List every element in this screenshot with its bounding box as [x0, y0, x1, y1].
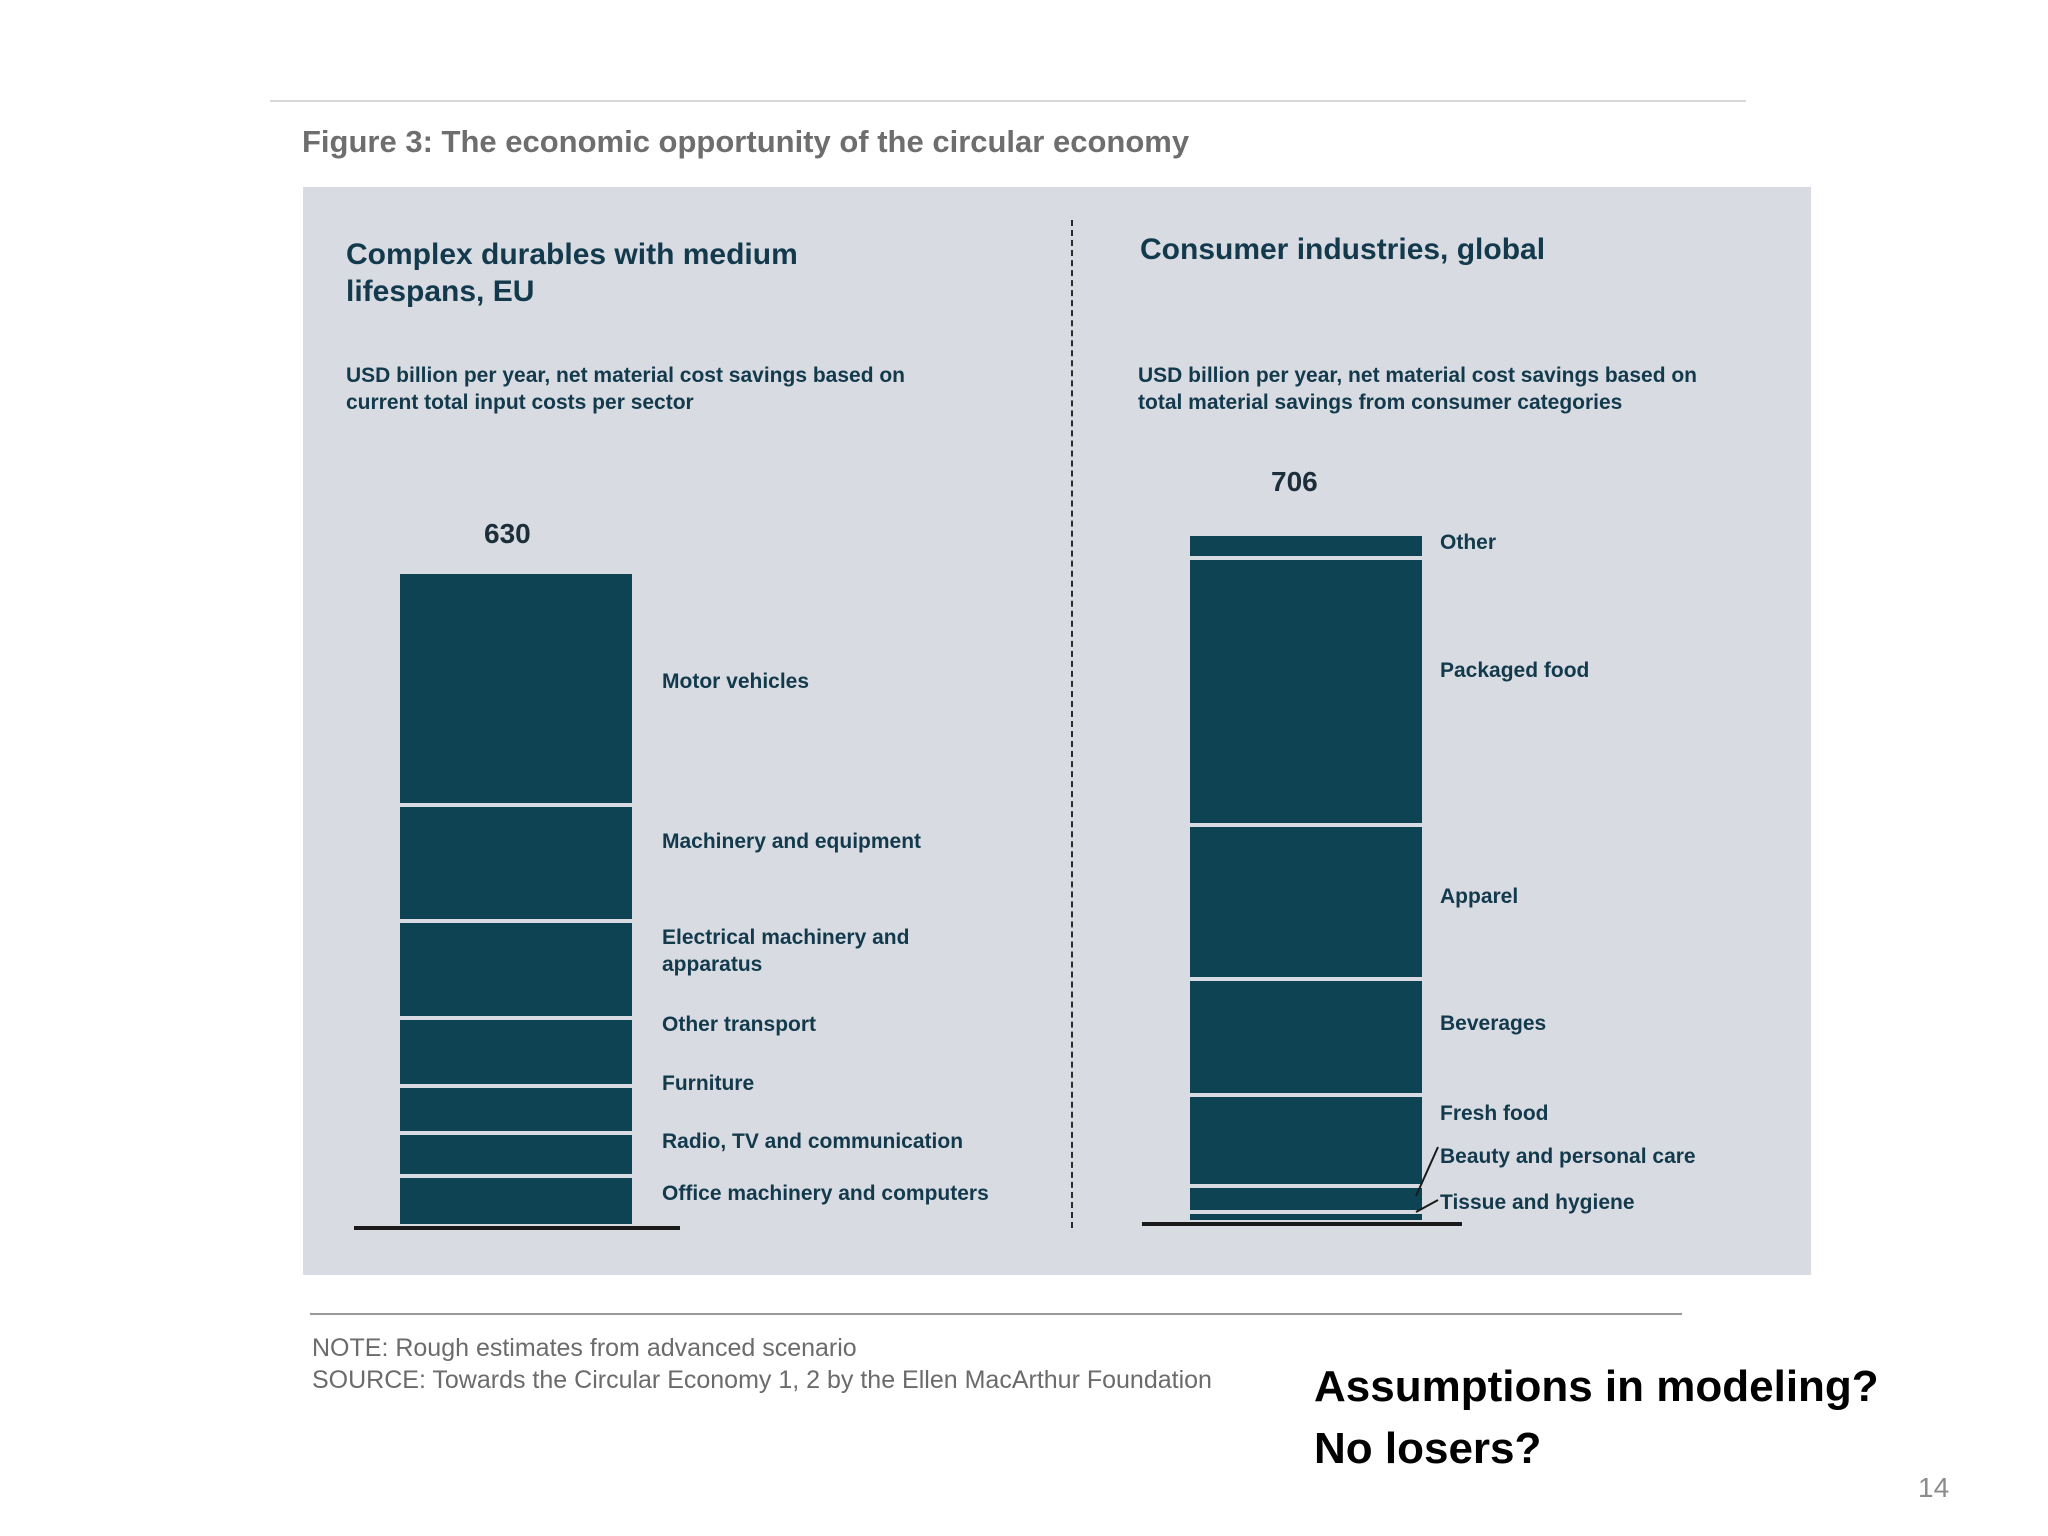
- question-block: Assumptions in modeling? No losers?: [1314, 1356, 1879, 1480]
- right-segment-label: Fresh food: [1440, 1102, 1549, 1125]
- left-segment-label: Other transport: [662, 1013, 817, 1036]
- left-bar-segment: [400, 574, 632, 804]
- left-bar-segment: [400, 1019, 632, 1085]
- left-chart-subtitle-line2: current total input costs per sector: [346, 391, 694, 414]
- figure-title: Figure 3: The economic opportunity of th…: [302, 124, 1190, 159]
- right-segment-label: Apparel: [1440, 885, 1519, 908]
- source-text: SOURCE: Towards the Circular Economy 1, …: [312, 1366, 1212, 1394]
- right-segment-label: Beverages: [1440, 1012, 1547, 1035]
- right-segment-label: Beauty and personal care: [1440, 1145, 1696, 1168]
- right-chart-title-line1: Consumer industries, global: [1140, 233, 1546, 266]
- top-rule: [270, 100, 1746, 102]
- right-bar-segment: [1190, 981, 1422, 1094]
- left-chart-title-line1: Complex durables with medium: [346, 238, 798, 271]
- left-bar-segment: [400, 1177, 632, 1224]
- page-number: 14: [1918, 1472, 1950, 1503]
- left-segment-label: Machinery and equipment: [662, 830, 922, 853]
- right-chart-subtitle-line2: total material savings from consumer cat…: [1138, 391, 1623, 414]
- left-segment-label: Motor vehicles: [662, 670, 810, 693]
- note-text: NOTE: Rough estimates from advanced scen…: [312, 1334, 857, 1362]
- left-segment-label: Office machinery and computers: [662, 1182, 989, 1205]
- left-chart-subtitle-line1: USD billion per year, net material cost …: [346, 364, 906, 387]
- left-bar-segment: [400, 923, 632, 1016]
- right-segment-label: Packaged food: [1440, 659, 1590, 682]
- right-chart-baseline: [1142, 1222, 1462, 1226]
- left-segment-label: Radio, TV and communication: [662, 1130, 964, 1153]
- bottom-rule: [310, 1313, 1682, 1315]
- left-bar-segment: [400, 807, 632, 920]
- left-chart-total-label: 630: [484, 518, 531, 549]
- left-chart-baseline: [354, 1226, 680, 1230]
- question-line-1: Assumptions in modeling?: [1314, 1362, 1879, 1411]
- right-segment-label: Other: [1440, 531, 1497, 554]
- left-segment-label: Electrical machinery and apparatus: [662, 926, 910, 976]
- right-chart-subtitle-line1: USD billion per year, net material cost …: [1138, 364, 1698, 387]
- left-bar-segment: [400, 1135, 632, 1174]
- right-bar-segment: [1190, 1097, 1422, 1184]
- left-segment-label: Furniture: [662, 1072, 755, 1095]
- left-chart-title-line2: lifespans, EU: [346, 275, 535, 308]
- panel-divider: [1071, 220, 1073, 1228]
- left-bar-segment: [400, 1088, 632, 1132]
- right-bar-segment: [1190, 827, 1422, 978]
- right-bar-segment: [1190, 536, 1422, 557]
- right-chart-title: Consumer industries, global: [1140, 231, 1545, 268]
- right-bar-segment: [1190, 1187, 1422, 1210]
- left-chart-subtitle: USD billion per year, net material cost …: [346, 362, 905, 416]
- note-block: NOTE: Rough estimates from advanced scen…: [312, 1332, 1212, 1396]
- right-segment-label: Tissue and hygiene: [1440, 1191, 1635, 1214]
- right-chart-total-label: 706: [1271, 466, 1318, 497]
- right-bar-segment: [1190, 1213, 1422, 1220]
- question-line-2: No losers?: [1314, 1424, 1542, 1473]
- left-chart-title: Complex durables with medium lifespans, …: [346, 236, 798, 310]
- right-bar-segment: [1190, 560, 1422, 824]
- right-chart-subtitle: USD billion per year, net material cost …: [1138, 362, 1697, 416]
